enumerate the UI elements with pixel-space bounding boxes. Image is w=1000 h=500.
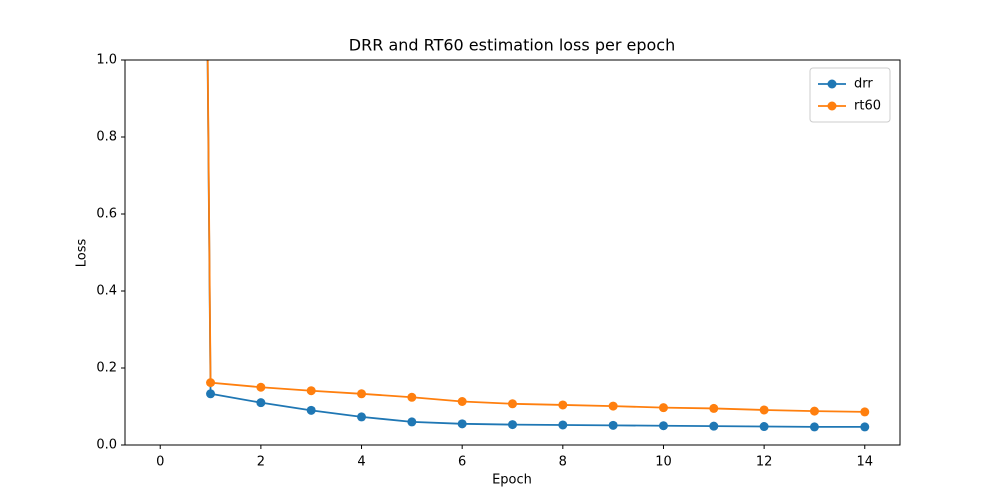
x-tick-label: 12 [756,455,773,470]
x-tick-label: 2 [257,455,265,470]
y-tick-label: 1.0 [96,53,117,68]
data-point [407,417,417,427]
data-point [658,403,668,413]
x-axis-label: Epoch [492,473,532,488]
data-point [457,419,467,429]
y-tick-label: 0.4 [96,284,117,299]
y-axis-label: Loss [75,239,90,268]
data-point [206,389,216,399]
data-point [709,403,719,413]
legend-marker [827,101,837,111]
legend-marker [827,79,837,89]
y-tick-label: 0.2 [96,361,117,376]
axes-frame [124,59,901,446]
data-point [558,400,568,410]
y-tick-label: 0.8 [96,130,117,145]
y-tick-label: 0.6 [96,207,117,222]
data-point [306,405,316,415]
data-point [206,378,216,388]
x-tick-label: 6 [458,455,466,470]
data-point [608,401,618,411]
data-point [508,420,517,430]
data-point [809,406,819,416]
data-point [306,386,316,396]
x-tick-label: 14 [856,455,873,470]
x-tick-label: 10 [655,455,672,470]
data-point [608,420,618,430]
data-point [809,422,819,432]
legend-box [809,67,891,123]
data-point [558,420,568,430]
data-point [457,396,467,406]
data-point [860,407,870,417]
data-point [508,399,517,409]
x-tick-label: 0 [156,455,164,470]
legend-label: rt60 [854,99,881,114]
data-point [860,422,870,432]
data-point [256,398,266,408]
chart-title: DRR and RT60 estimation loss per epoch [349,36,675,55]
legend-label: drr [854,77,873,92]
x-tick-label: 8 [559,455,567,470]
data-point [256,382,266,392]
data-point [658,421,668,431]
data-point [759,405,769,415]
data-point [407,392,417,402]
x-tick-label: 4 [357,455,365,470]
data-point [759,422,769,432]
data-point [357,412,367,422]
data-point [357,389,367,399]
plot-area [206,60,870,432]
y-tick-label: 0.0 [96,438,117,453]
data-point [709,421,719,431]
